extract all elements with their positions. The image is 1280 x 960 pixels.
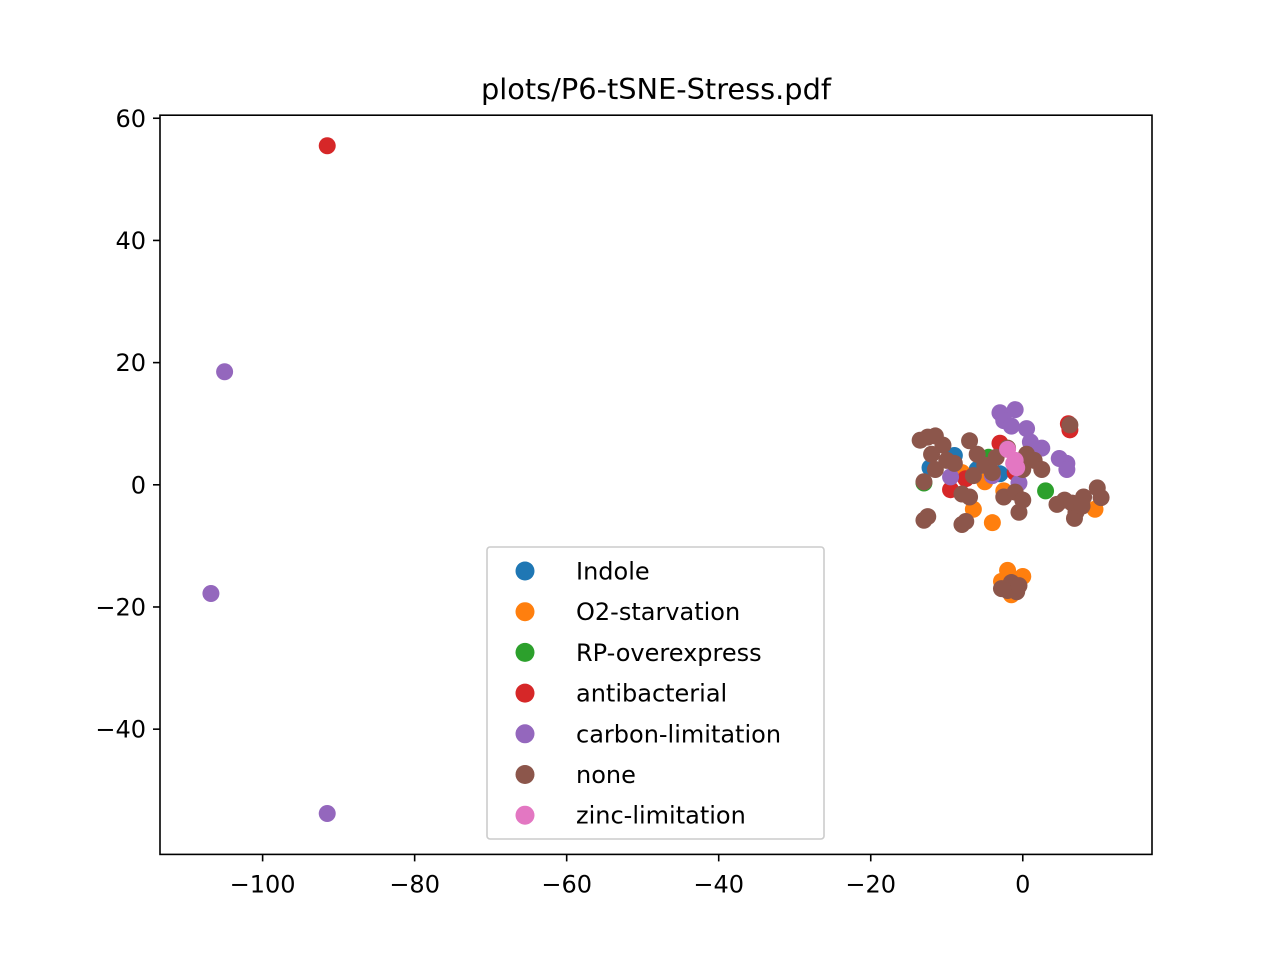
y-tick-label: 20 bbox=[115, 349, 146, 377]
point-carbon-limitation bbox=[1002, 417, 1020, 435]
point-none bbox=[1092, 489, 1110, 507]
y-axis: −40 −20 0 20 40 60 bbox=[95, 105, 160, 744]
x-tick-label: −80 bbox=[389, 870, 440, 898]
point-carbon-limitation bbox=[202, 585, 220, 603]
point-none bbox=[953, 485, 971, 503]
point-none bbox=[1010, 503, 1028, 521]
legend-marker-zinc-limitation bbox=[515, 805, 535, 825]
points-layer bbox=[202, 137, 1110, 822]
point-none bbox=[915, 473, 933, 491]
point-none bbox=[1010, 577, 1028, 595]
x-axis: −100 −80 −60 −40 −20 0 bbox=[230, 854, 1030, 898]
point-carbon-limitation bbox=[1018, 420, 1036, 438]
point-none bbox=[945, 454, 963, 472]
point-carbon-limitation bbox=[942, 468, 960, 486]
point-zinc-limitation bbox=[1005, 454, 1023, 472]
point-none bbox=[983, 464, 1001, 482]
point-none bbox=[1033, 461, 1051, 479]
legend-marker-indole bbox=[515, 561, 535, 581]
x-tick-label: −20 bbox=[845, 870, 896, 898]
point-none bbox=[961, 432, 979, 450]
x-tick-label: −60 bbox=[541, 870, 592, 898]
point-none bbox=[926, 461, 944, 479]
legend-label-rp-overexpress: RP-overexpress bbox=[576, 639, 762, 667]
point-o2-starvation bbox=[983, 514, 1001, 532]
legend-marker-carbon-limitation bbox=[515, 724, 535, 744]
point-none bbox=[934, 436, 952, 454]
chart-title: plots/P6-tSNE-Stress.pdf bbox=[481, 72, 832, 106]
legend-label-o2-starvation: O2-starvation bbox=[576, 598, 740, 626]
legend-label-carbon-limitation: carbon-limitation bbox=[576, 720, 781, 748]
x-tick-label: −100 bbox=[230, 870, 296, 898]
legend-marker-antibacterial bbox=[515, 683, 535, 703]
legend-marker-rp-overexpress bbox=[515, 642, 535, 662]
point-carbon-limitation bbox=[1058, 461, 1076, 479]
point-carbon-limitation bbox=[318, 804, 336, 822]
point-antibacterial bbox=[318, 137, 336, 155]
legend-label-indole: Indole bbox=[576, 558, 650, 586]
point-none bbox=[1065, 509, 1083, 527]
y-tick-label: −20 bbox=[95, 593, 146, 621]
y-tick-label: 0 bbox=[131, 471, 146, 499]
point-none bbox=[1061, 416, 1079, 434]
x-tick-label: −40 bbox=[693, 870, 744, 898]
point-carbon-limitation bbox=[216, 363, 234, 381]
legend-frame bbox=[486, 546, 825, 840]
y-tick-label: −40 bbox=[95, 716, 146, 744]
y-tick-label: 60 bbox=[115, 105, 146, 133]
legend-label-none: none bbox=[576, 761, 636, 789]
legend-label-antibacterial: antibacterial bbox=[576, 680, 727, 708]
point-none bbox=[923, 445, 941, 463]
point-none bbox=[915, 511, 933, 529]
point-none bbox=[957, 512, 975, 530]
point-none bbox=[964, 467, 982, 485]
x-tick-label: 0 bbox=[1015, 870, 1030, 898]
point-none bbox=[1073, 497, 1091, 515]
point-rp-overexpress bbox=[1037, 482, 1055, 500]
legend: Indole O2-starvation RP-overexpress antibac… bbox=[486, 546, 825, 840]
legend-marker-none bbox=[515, 765, 535, 784]
point-carbon-limitation bbox=[1006, 401, 1024, 419]
y-tick-label: 40 bbox=[115, 227, 146, 255]
legend-marker-o2-starvation bbox=[515, 602, 535, 622]
legend-label-zinc-limitation: zinc-limitation bbox=[576, 802, 746, 830]
